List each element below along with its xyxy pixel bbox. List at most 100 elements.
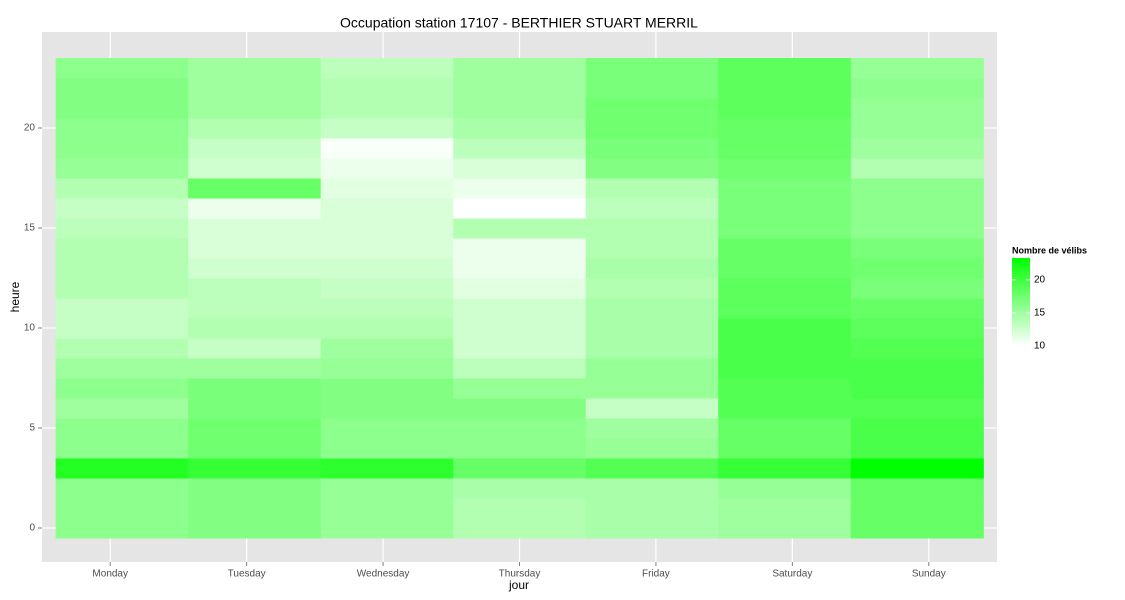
heat-cell — [850, 158, 984, 179]
heat-cell — [585, 458, 719, 479]
heat-cell — [453, 118, 587, 139]
heat-cell — [585, 338, 719, 359]
heat-cell — [320, 458, 454, 479]
heat-cell — [188, 238, 322, 259]
heat-cell — [585, 498, 719, 519]
heat-cell — [850, 358, 984, 379]
y-tick-label: 0 — [29, 523, 35, 534]
heat-cell — [453, 158, 587, 179]
heat-cell — [320, 158, 454, 179]
heat-cell — [850, 398, 984, 419]
colorbar-label: 20 — [1034, 274, 1046, 285]
heat-cell — [453, 498, 587, 519]
x-tick-label: Sunday — [912, 569, 946, 580]
heat-cell — [320, 278, 454, 299]
heat-cell — [320, 418, 454, 439]
heat-cell — [320, 358, 454, 379]
heat-cell — [585, 358, 719, 379]
heat-cell — [55, 278, 189, 299]
heat-cell — [718, 138, 852, 159]
heat-cell — [850, 58, 984, 79]
x-tick-label: Tuesday — [228, 569, 266, 580]
heat-cell — [585, 58, 719, 79]
heat-cell — [453, 358, 587, 379]
heat-cell — [585, 78, 719, 99]
heat-cell — [850, 138, 984, 159]
heat-cell — [188, 458, 322, 479]
heat-cell — [55, 118, 189, 139]
heat-cell — [585, 198, 719, 219]
colorbar — [1012, 258, 1030, 346]
heat-cell — [188, 338, 322, 359]
x-axis-label: jour — [508, 578, 529, 592]
heat-cell — [718, 418, 852, 439]
heat-cell — [850, 458, 984, 479]
x-tick-label: Saturday — [772, 569, 812, 580]
heat-cell — [320, 118, 454, 139]
heat-cell — [188, 478, 322, 499]
heat-cell — [585, 98, 719, 119]
heat-cell — [55, 458, 189, 479]
heat-cell — [585, 218, 719, 239]
heat-cell — [188, 318, 322, 339]
heat-cell — [585, 118, 719, 139]
heat-cell — [55, 58, 189, 79]
heat-cell — [320, 438, 454, 459]
heat-cell — [188, 398, 322, 419]
heat-cell — [55, 338, 189, 359]
y-axis-label: heure — [8, 281, 22, 312]
y-tick-label: 20 — [24, 123, 36, 134]
x-tick-label: Monday — [92, 569, 128, 580]
heat-cell — [55, 298, 189, 319]
heat-cell — [320, 398, 454, 419]
heat-cell — [453, 278, 587, 299]
heat-cell — [585, 258, 719, 279]
heat-cell — [585, 418, 719, 439]
heat-cell — [55, 78, 189, 99]
heat-cell — [188, 358, 322, 379]
y-tick-label: 15 — [24, 223, 36, 234]
heat-cell — [850, 478, 984, 499]
heat-cell — [453, 178, 587, 199]
heat-cell — [188, 198, 322, 219]
heat-cell — [188, 78, 322, 99]
heat-cell — [585, 138, 719, 159]
heat-cell — [718, 338, 852, 359]
heat-cell — [55, 238, 189, 259]
heat-cell — [585, 438, 719, 459]
heat-cell — [850, 238, 984, 259]
heat-cell — [850, 278, 984, 299]
heat-cell — [320, 318, 454, 339]
heat-cell — [320, 98, 454, 119]
heat-cell — [453, 98, 587, 119]
heat-cell — [585, 278, 719, 299]
heat-cell — [850, 118, 984, 139]
heat-cell — [718, 218, 852, 239]
heat-cell — [718, 518, 852, 539]
heat-cell — [718, 78, 852, 99]
heat-cell — [55, 318, 189, 339]
heat-cell — [850, 498, 984, 519]
heat-cell — [320, 378, 454, 399]
heat-cell — [188, 58, 322, 79]
heat-cell — [453, 338, 587, 359]
heat-cell — [585, 478, 719, 499]
heat-cell — [453, 78, 587, 99]
heat-cell — [320, 58, 454, 79]
heat-cell — [188, 438, 322, 459]
heat-cell — [320, 178, 454, 199]
heat-cell — [718, 398, 852, 419]
heat-cell — [320, 338, 454, 359]
heat-cell — [453, 458, 587, 479]
heat-cell — [188, 178, 322, 199]
heat-cell — [718, 98, 852, 119]
heat-cell — [850, 518, 984, 539]
heat-cell — [188, 378, 322, 399]
heat-cell — [850, 438, 984, 459]
heat-cell — [718, 458, 852, 479]
heat-cell — [320, 78, 454, 99]
heat-cell — [188, 138, 322, 159]
heat-cell — [718, 178, 852, 199]
colorbar-label: 10 — [1034, 341, 1046, 352]
